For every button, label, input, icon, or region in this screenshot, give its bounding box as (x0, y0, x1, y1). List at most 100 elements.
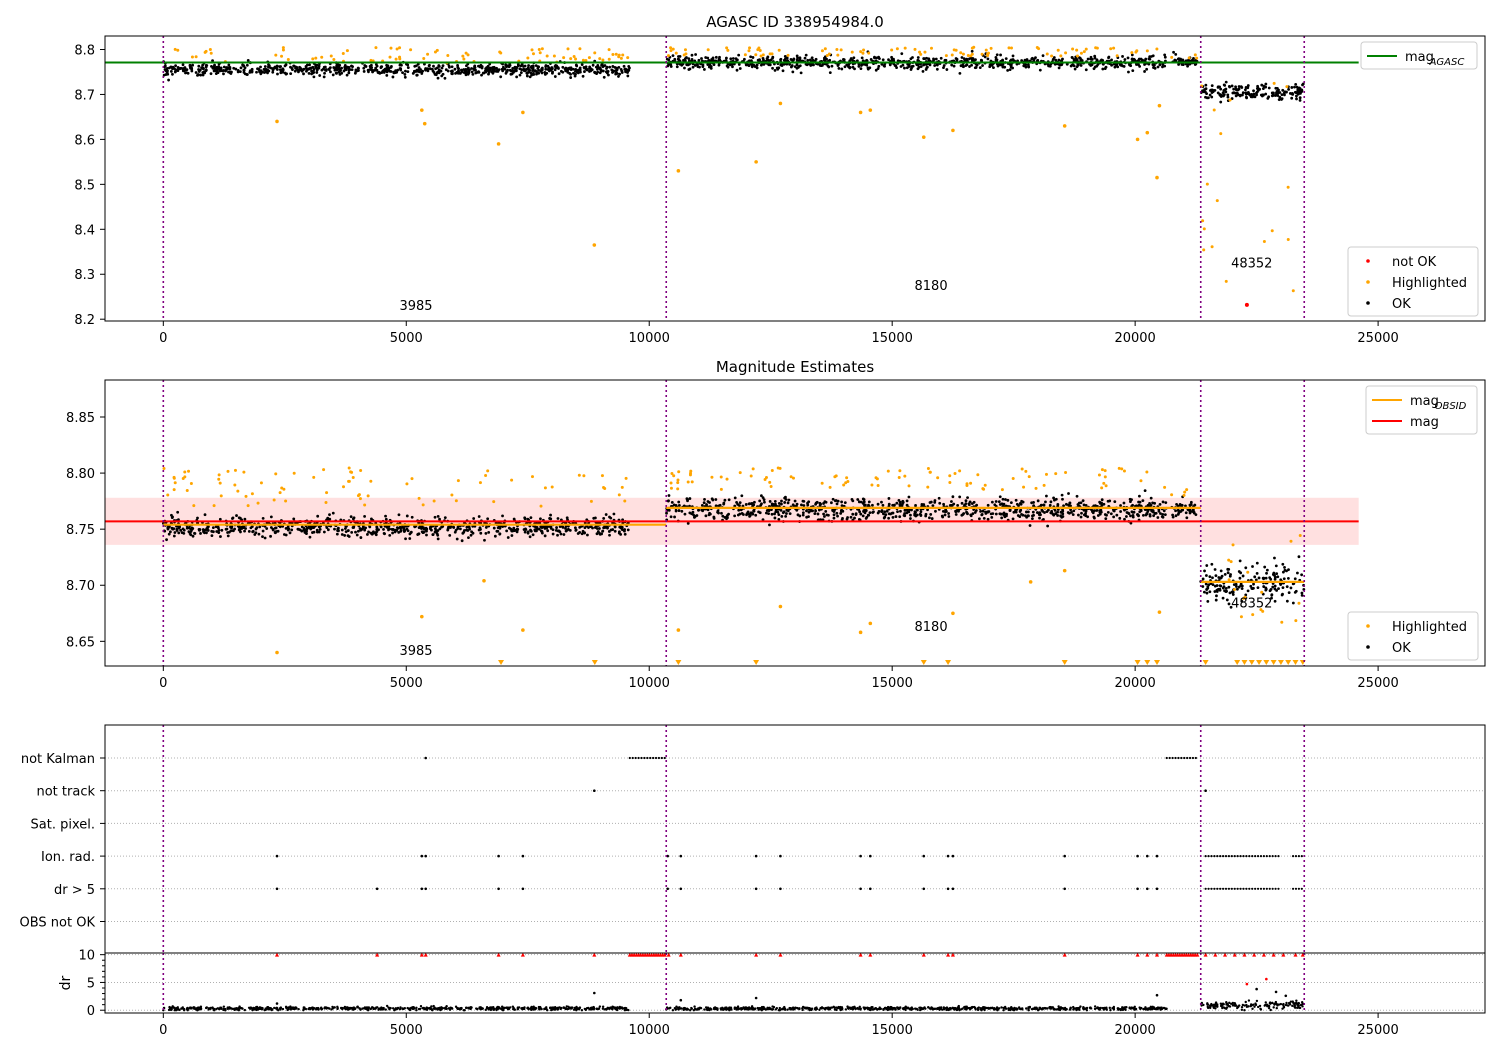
ok-point (1026, 510, 1030, 514)
highlighted-point (394, 57, 398, 61)
ok-point (318, 74, 322, 77)
ok-point (773, 512, 776, 516)
ok-point (1161, 63, 1165, 66)
ok-point (853, 516, 856, 520)
y-tick-label: 8.8 (74, 43, 95, 58)
ok-point (479, 528, 482, 531)
ok-point (573, 526, 577, 530)
ok-point (770, 512, 774, 516)
flag-point (1239, 887, 1242, 890)
ok-point (752, 503, 756, 507)
ok-point (395, 528, 399, 532)
highlighted-outlier (868, 621, 873, 626)
ok-point (171, 72, 174, 76)
ok-point (172, 534, 176, 538)
flag-point (754, 887, 758, 891)
ok-point (773, 68, 777, 72)
ok-point (1281, 562, 1285, 566)
ok-point (524, 527, 527, 531)
ok-point (956, 504, 960, 507)
highlighted-point (754, 53, 758, 57)
highlighted-point (777, 48, 781, 52)
flag-point (1174, 756, 1177, 760)
highlighted-point (242, 470, 246, 474)
ok-point (727, 498, 731, 502)
highlighted-point (1022, 485, 1026, 489)
ok-point (416, 533, 420, 536)
ok-point (540, 526, 544, 530)
ok-point (822, 512, 825, 516)
highlighted-outlier (1145, 130, 1150, 135)
ok-point (1162, 509, 1166, 513)
ok-point (305, 527, 309, 531)
ok-point (1203, 569, 1206, 573)
highlighted-point (192, 504, 196, 508)
ok-point (1300, 90, 1303, 94)
ok-point (792, 58, 795, 62)
ok-point (443, 76, 447, 80)
highlighted-outlier (858, 110, 863, 115)
ok-point (335, 532, 339, 536)
ok-point (302, 529, 306, 532)
highlighted-point (1122, 469, 1126, 473)
ok-point (979, 509, 982, 513)
flag-point (1227, 887, 1231, 890)
highlighted-point (970, 46, 974, 50)
ok-point (388, 527, 391, 531)
x-tick-label: 5000 (390, 676, 423, 691)
ok-point (817, 508, 821, 512)
highlighted-point (1037, 47, 1041, 51)
ok-point (440, 74, 444, 78)
ok-point (1098, 512, 1102, 516)
ok-point (998, 503, 1002, 506)
ok-point (626, 71, 629, 74)
ok-point (869, 58, 873, 61)
ok-point (972, 500, 976, 504)
agasc-mag-axes-frame (104, 35, 1486, 322)
ok-point (780, 64, 784, 68)
flag-point (1248, 887, 1251, 890)
highlighted-point (738, 471, 742, 475)
ok-point (456, 66, 460, 69)
highlighted-point (345, 49, 349, 53)
ok-point (225, 527, 229, 531)
ok-point (431, 533, 435, 536)
highlighted-point (674, 51, 678, 55)
ok-point (1273, 599, 1277, 603)
ok-point (1121, 55, 1124, 58)
flag-point (1294, 887, 1298, 890)
ok-point (764, 511, 768, 515)
flag-point (593, 789, 596, 792)
ok-point (749, 502, 753, 506)
ok-point (1256, 586, 1260, 590)
highlighted-outlier (482, 578, 486, 583)
ok-point (1131, 69, 1135, 73)
ok-point (1241, 93, 1244, 97)
highlighted-point (1020, 467, 1024, 471)
ok-point (504, 63, 508, 67)
ok-point (1287, 87, 1290, 91)
ok-point (667, 508, 671, 512)
ok-point (427, 64, 431, 68)
ok-point (525, 74, 529, 78)
ok-point (986, 510, 990, 514)
ok-point (717, 57, 721, 61)
ok-point (824, 510, 828, 513)
flag-point (1265, 887, 1268, 890)
ok-point (495, 69, 499, 73)
ok-point (478, 65, 482, 69)
ok-point (217, 531, 221, 535)
ok-point (1099, 510, 1103, 514)
ok-point (564, 529, 568, 533)
highlighted-point (539, 504, 543, 508)
highlighted-point (172, 488, 176, 492)
highlighted-point (1262, 239, 1266, 243)
highlighted-point (369, 58, 373, 62)
ok-point (581, 74, 585, 78)
ok-point (269, 66, 272, 70)
flag-point (679, 887, 683, 891)
ok-point (720, 511, 723, 515)
ok-point (402, 528, 406, 532)
ok-point (677, 55, 680, 58)
ok-point (307, 71, 311, 75)
